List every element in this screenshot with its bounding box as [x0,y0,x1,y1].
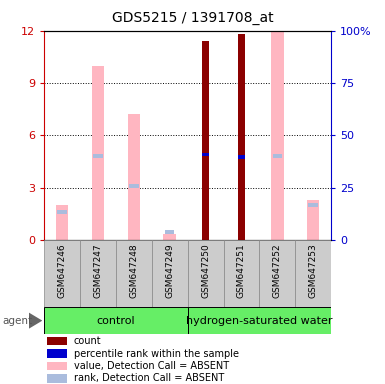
Bar [307,200,320,240]
Bar [92,66,104,240]
Text: GSM647249: GSM647249 [165,243,174,298]
Text: control: control [97,316,135,326]
Bar [273,154,282,158]
Bar [128,114,140,240]
Bar [116,240,152,307]
Bar [202,152,209,156]
Text: hydrogen-saturated water: hydrogen-saturated water [186,316,333,326]
Text: GSM647253: GSM647253 [309,243,318,298]
Bar [308,203,318,207]
Polygon shape [29,313,42,329]
Bar [47,362,67,370]
Text: GSM647250: GSM647250 [201,243,210,298]
Bar [188,307,331,334]
Bar [80,240,116,307]
Bar [152,240,188,307]
Text: GDS5215 / 1391708_at: GDS5215 / 1391708_at [112,11,273,25]
Bar [224,240,259,307]
Text: GSM647246: GSM647246 [58,243,67,298]
Text: agent: agent [2,316,32,326]
Bar [259,240,295,307]
Bar [238,155,245,159]
Bar [271,31,284,240]
Bar [202,41,209,240]
Bar [47,349,67,358]
Bar [188,240,224,307]
Bar [47,374,67,383]
Bar [93,154,103,158]
Text: GSM647251: GSM647251 [237,243,246,298]
Text: GSM647247: GSM647247 [94,243,102,298]
Bar [57,210,67,214]
Bar [129,184,139,188]
Bar [238,34,245,240]
Text: GSM647252: GSM647252 [273,243,282,298]
Bar [165,230,174,234]
Text: count: count [74,336,101,346]
Text: rank, Detection Call = ABSENT: rank, Detection Call = ABSENT [74,373,224,383]
Bar [295,240,331,307]
Bar [56,205,69,240]
Bar [44,307,188,334]
Bar [164,234,176,240]
Text: GSM647248: GSM647248 [129,243,139,298]
Bar [47,337,67,346]
Text: percentile rank within the sample: percentile rank within the sample [74,349,239,359]
Bar [44,240,80,307]
Text: value, Detection Call = ABSENT: value, Detection Call = ABSENT [74,361,229,371]
